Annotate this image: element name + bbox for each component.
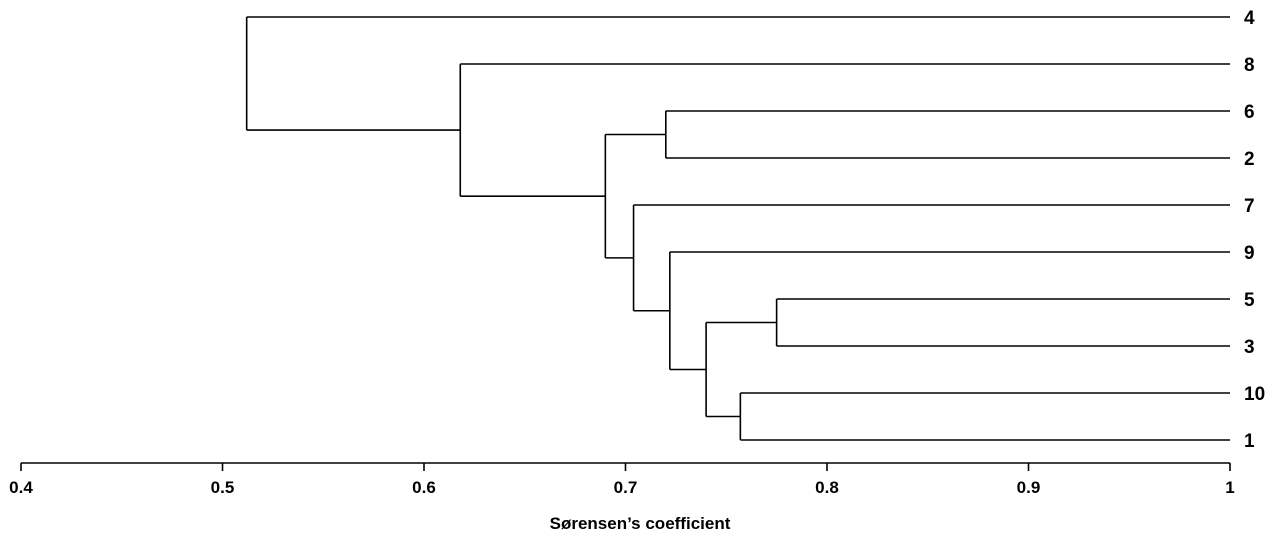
x-axis-title: Sørensen’s coefficient xyxy=(550,514,731,533)
x-axis-ticks: 0.4 0.5 0.6 0.7 0.8 0.9 1 xyxy=(9,463,1235,497)
leaf-label-1: 1 xyxy=(1244,431,1255,452)
x-tick-label-3: 0.7 xyxy=(614,478,638,497)
x-tick-label-1: 0.5 xyxy=(211,478,235,497)
leaf-label-2: 2 xyxy=(1244,149,1255,170)
x-tick-label-0: 0.4 xyxy=(9,478,33,497)
leaf-label-3: 3 xyxy=(1244,337,1255,358)
leaf-label-6: 6 xyxy=(1244,102,1255,123)
leaf-label-4: 4 xyxy=(1244,8,1255,29)
leaf-label-9: 9 xyxy=(1244,243,1255,264)
leaf-label-8: 8 xyxy=(1244,55,1255,76)
x-tick-label-5: 0.9 xyxy=(1017,478,1041,497)
x-tick-label-6: 1 xyxy=(1225,478,1234,497)
leaf-labels: 4 8 6 2 7 9 5 3 10 1 xyxy=(1244,8,1265,452)
leaf-label-5: 5 xyxy=(1244,290,1255,311)
leaf-label-10: 10 xyxy=(1244,384,1265,405)
dendrogram-branches xyxy=(245,16,1230,441)
x-tick-label-4: 0.8 xyxy=(815,478,839,497)
leaf-label-7: 7 xyxy=(1244,196,1255,217)
x-tick-label-2: 0.6 xyxy=(412,478,436,497)
x-axis: 0.4 0.5 0.6 0.7 0.8 0.9 1 Sørensen’s coefficie… xyxy=(9,462,1235,533)
